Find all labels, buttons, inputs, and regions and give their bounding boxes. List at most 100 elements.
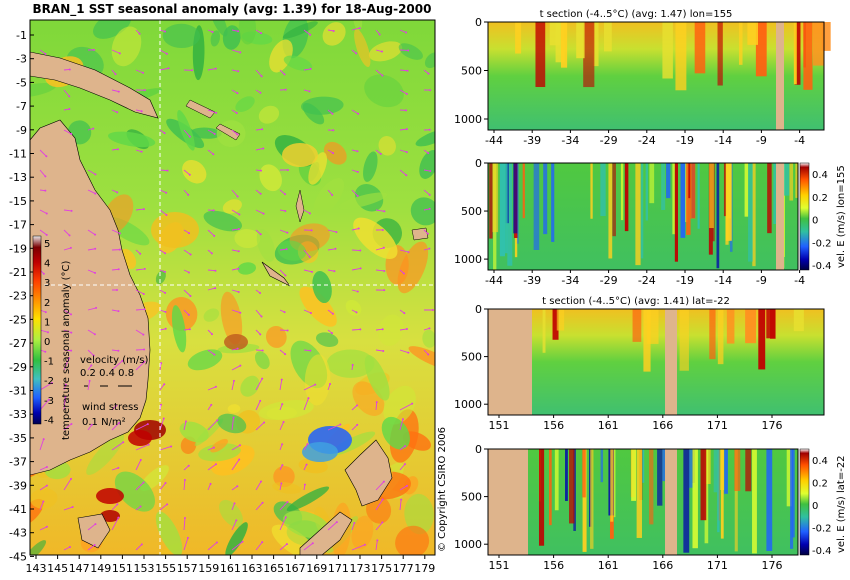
velocity-arrow-head <box>355 311 358 314</box>
anomaly-patch <box>234 229 261 249</box>
velocity-arrow-head <box>238 213 241 216</box>
velocity-arrow <box>255 422 265 431</box>
anomaly-patch <box>151 212 199 248</box>
velocity-arrow-head <box>404 463 407 466</box>
velocity-arrow <box>159 503 168 511</box>
section-streak <box>549 22 561 46</box>
velocity-arrow <box>399 419 404 431</box>
velocity-arrow-head <box>405 327 408 330</box>
velocity-arrow <box>207 483 211 491</box>
anomaly-patch <box>381 416 410 450</box>
velocity-arrow-head <box>50 381 53 384</box>
velocity-arrow-head <box>286 329 289 332</box>
velocity-arrow-head <box>428 207 431 210</box>
wind-key-label: wind stress <box>82 402 138 413</box>
velocity-arrow <box>111 229 121 234</box>
velocity-arrow-head <box>236 195 239 198</box>
anomaly-patch <box>155 511 183 555</box>
velocity-arrow <box>39 382 53 391</box>
velocity-arrow <box>183 517 186 531</box>
velocity-arrow <box>255 378 263 391</box>
section-streak <box>662 22 673 79</box>
velocity-arrow-head <box>164 310 167 313</box>
velocity-arrow-head <box>427 353 430 356</box>
velocity-colorbar-tick: -0.2 <box>812 238 832 249</box>
velocity-arrow <box>207 349 215 355</box>
velocity-arrow-head <box>282 420 285 423</box>
velocity-arrow <box>63 478 72 491</box>
velocity-arrow-head <box>209 482 212 485</box>
velocity-arrow-head <box>285 543 288 546</box>
velocity-arrow <box>231 503 235 511</box>
velocity-arrow <box>207 447 215 451</box>
velocity-colorbar-tick: 0.2 <box>812 479 828 490</box>
lat-tick-label: -45 <box>9 550 27 563</box>
velocity-arrow <box>255 309 262 317</box>
section-streak <box>576 22 585 59</box>
velocity-arrow-head <box>188 173 191 176</box>
section-streak <box>803 22 813 90</box>
section-streak <box>679 309 689 371</box>
velocity-arrow-head <box>331 312 334 315</box>
velocity-arrow-head <box>237 290 240 293</box>
velocity-arrow-head <box>94 271 97 274</box>
section-streak <box>773 163 779 224</box>
velocity-arrow <box>351 228 359 231</box>
velocity-arrow <box>351 405 358 411</box>
velocity-arrow-head <box>183 517 186 520</box>
section-streak <box>680 163 686 238</box>
section-streak <box>720 449 725 491</box>
velocity-arrow <box>399 349 409 354</box>
velocity-arrow-head <box>94 233 97 236</box>
velocity-arrow-head <box>260 480 263 483</box>
velocity-arrow-head <box>401 418 404 421</box>
velocity-arrow-head <box>164 270 167 273</box>
velocity-colorbar-tick: 0 <box>812 501 818 512</box>
lon-tick-label: 161 <box>220 562 241 575</box>
velocity-arrow <box>159 189 167 194</box>
velocity-arrow-head <box>47 398 50 401</box>
velocity-arrow-head <box>239 364 242 367</box>
velocity-arrow-head <box>411 402 414 405</box>
velocity-colorbar-label: vel. E (m/s) lat=-22 <box>836 455 847 553</box>
velocity-arrow-head <box>45 466 48 469</box>
velocity-arrow-head <box>164 482 167 485</box>
velocity-arrow-head <box>117 310 120 313</box>
velocity-arrow-head <box>405 109 408 112</box>
velocity-arrow-head <box>90 364 93 367</box>
velocity-arrow <box>303 464 307 471</box>
section-streak <box>697 163 700 229</box>
section-streak <box>704 449 709 544</box>
velocity-arrow-head <box>334 247 337 250</box>
land-solomon-1 <box>185 99 216 119</box>
velocity-arrow-head <box>284 516 287 519</box>
section-streak <box>683 449 690 553</box>
velocity-arrow-head <box>187 464 190 467</box>
velocity-arrow <box>159 169 168 172</box>
lon-tick-label: 147 <box>69 562 90 575</box>
velocity-arrow-head <box>239 311 242 314</box>
velocity-arrow <box>231 129 238 135</box>
velocity-arrow-head <box>45 212 48 215</box>
section-streak <box>770 309 776 339</box>
velocity-arrow-head <box>259 91 262 94</box>
section-x-tick: 161 <box>598 419 619 432</box>
velocity-arrow <box>39 49 46 55</box>
section-streak <box>635 163 641 266</box>
velocity-arrow-head <box>165 191 168 194</box>
velocity-arrow <box>279 421 284 431</box>
velocity-arrow-head <box>400 498 403 501</box>
lat-tick-label: -31 <box>9 385 27 398</box>
anomaly-patch <box>300 96 344 115</box>
velocity-arrow-head <box>281 443 284 446</box>
anomaly-patch <box>282 21 318 39</box>
velocity-arrow <box>87 523 96 531</box>
velocity-arrow-head <box>121 359 124 362</box>
section-streak <box>573 449 576 531</box>
land-new-zealand-north <box>344 439 393 507</box>
velocity-arrow <box>135 459 142 471</box>
section-streak <box>734 449 741 491</box>
section-streak <box>709 163 714 229</box>
velocity-colorbar-label: vel. E (m/s) lon=155 <box>836 165 847 268</box>
